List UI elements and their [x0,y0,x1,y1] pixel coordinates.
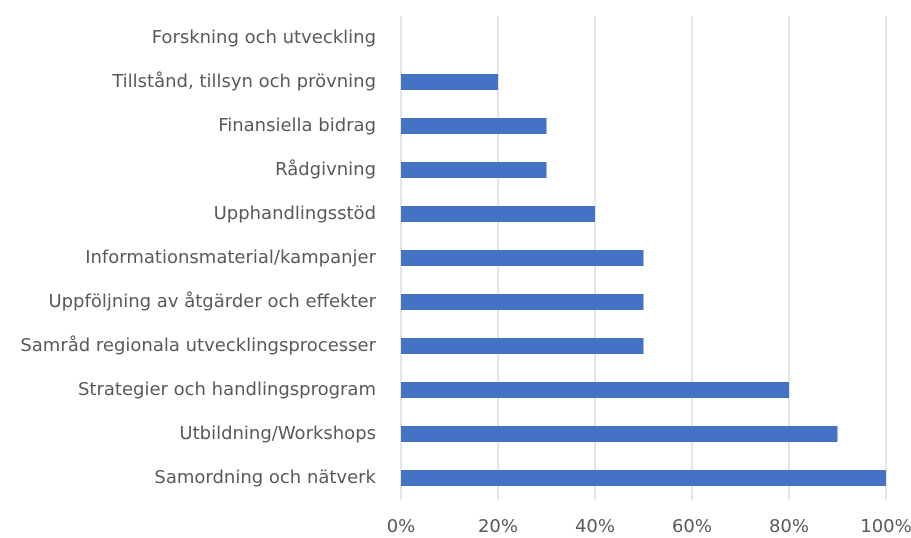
y-tick-label: Utbildning/Workshops [179,423,376,444]
bar [401,162,547,178]
y-tick-label: Strategier och handlingsprogram [78,379,376,400]
bar [401,250,644,266]
y-tick-label: Uppföljning av åtgärder och effekter [48,291,376,312]
y-tick-label: Informationsmaterial/kampanjer [85,247,376,268]
x-tick-label: 20% [478,516,518,537]
bar [401,206,595,222]
bar [401,74,498,90]
bar [401,294,644,310]
y-tick-label: Rådgivning [275,159,376,180]
y-tick-label: Samråd regionala utvecklingsprocesser [20,335,376,356]
bar [401,382,789,398]
bar [401,338,644,354]
x-tick-label: 80% [769,516,809,537]
bar [401,470,886,486]
y-tick-label: Tillstånd, tillsyn och prövning [111,71,376,92]
bar [401,118,547,134]
x-tick-label: 40% [575,516,615,537]
y-tick-label: Samordning och nätverk [154,467,376,488]
x-tick-label: 60% [672,516,712,537]
y-tick-label: Upphandlingsstöd [214,203,376,224]
bar [401,426,838,442]
y-tick-label: Forskning och utveckling [152,27,376,48]
y-tick-label: Finansiella bidrag [218,115,376,136]
x-tick-label: 0% [387,516,416,537]
x-tick-label: 100% [860,516,911,537]
